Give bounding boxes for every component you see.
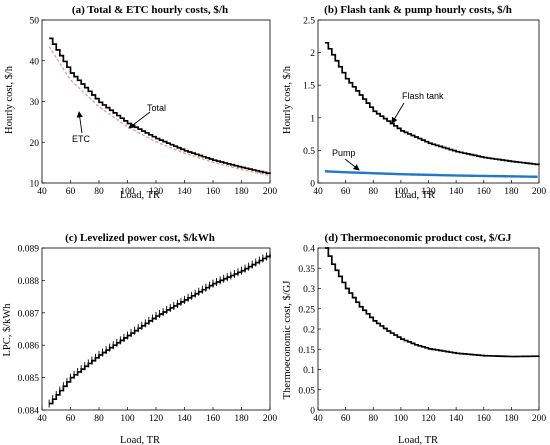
panel-c-x-tick-label: 80 [94,414,104,424]
panel-b-y-tick-label: 1 [310,114,315,124]
panel-c-y-tick-label: 0.085 [18,374,40,384]
panel-c-y-tick-label: 0.088 [18,277,40,287]
panel-d-y-tick-label: 0.4 [303,245,315,255]
panel-b-x-tick-label: 80 [369,187,379,197]
panel-a-y-tick-label: 10 [30,180,40,190]
panel-c-xlabel: Load, TR [120,435,160,445]
panel-c-x-tick-label: 120 [149,414,164,424]
panel-d-x-tick-label: 140 [449,414,464,424]
panel-d-y-tick-label: 0.15 [298,346,315,356]
panel-c-title: (c) Levelized power cost, $/kWh [65,232,215,244]
panel-b-series-pump-line [324,170,538,178]
panel-d-x-tick-label: 80 [369,414,379,424]
panel-b-arrow-pump [344,158,360,171]
panel-b-x-tick-label: 200 [532,187,547,197]
panel-a: (a) Total & ETC hourly costs, $/h Load, … [4,4,277,201]
panel-d-y-tick-label: 0.1 [303,366,315,376]
panel-b: (b) Flash tank & pump hourly costs, $/h … [282,4,546,201]
panel-b-x-tick-label: 160 [477,187,492,197]
panel-d-x-tick-label: 180 [504,414,519,424]
panel-c: (c) Levelized power cost, $/kWh Load, TR… [2,232,277,445]
panel-c-x-tick-label: 40 [37,414,47,424]
panel-a-annot-etc: ETC [72,134,91,144]
panel-c-plot-frame [41,247,271,411]
panel-a-x-tick-label: 160 [206,187,221,197]
panel-c-y-tick-label: 0.089 [18,245,40,255]
panel-b-y-tick-label: 2.5 [303,17,315,27]
panel-d-y-tick-label: 0.05 [298,386,315,396]
panel-d: (d) Thermoeconomic product cost, $/GJ Lo… [282,232,546,445]
panel-d-y-tick-label: 0.3 [303,285,315,295]
panel-b-x-tick-label: 140 [449,187,464,197]
panel-a-xlabel: Load, TR [120,190,160,201]
panel-b-y-tick-label: 2 [310,49,315,59]
panel-b-x-tick-label: 120 [421,187,436,197]
panel-a-y-tick-label: 20 [30,139,40,149]
panel-a-y-tick-label: 30 [30,98,40,108]
panel-b-plot-frame [317,19,540,184]
panel-b-annot-flash: Flash tank [402,91,444,101]
panel-b-title: (b) Flash tank & pump hourly costs, $/h [324,4,512,16]
panel-b-ylabel: Hourly cost, $/h [282,65,293,134]
panel-c-x-tick-label: 100 [120,414,135,424]
panel-d-x-tick-label: 60 [341,414,351,424]
panel-d-y-tick-label: 0.35 [298,265,315,275]
panel-a-y-tick-label: 40 [30,57,40,67]
panel-a-ylabel: Hourly cost, $/h [4,65,15,134]
panel-a-y-tick-label: 50 [30,17,40,27]
panel-b-x-tick-label: 100 [394,187,409,197]
panel-c-y-tick-label: 0.086 [18,342,40,352]
panel-a-series-etc-line [48,46,269,177]
panel-d-series-0-line [324,247,540,358]
panel-b-arrow-flash [391,102,405,124]
panel-d-x-tick-label: 200 [532,414,547,424]
panel-c-x-tick-label: 180 [234,414,249,424]
panel-d-plot-frame [317,247,540,411]
panel-a-arrow-total [128,111,151,129]
panel-d-x-tick-label: 40 [313,414,323,424]
panel-d-x-tick-label: 120 [421,414,436,424]
panel-a-arrow-etc [76,111,83,134]
panel-d-xlabel: Load, TR [398,435,438,445]
panel-c-y-tick-label: 0.084 [18,407,40,417]
panel-c-x-tick-label: 60 [66,414,76,424]
panel-c-x-tick-label: 140 [177,414,192,424]
panel-c-y-tick-label: 0.087 [18,309,40,319]
panel-b-xlabel: Load, TR [395,190,435,201]
panel-b-x-tick-label: 60 [341,187,351,197]
panel-d-title: (d) Thermoeconomic product cost, $/GJ [325,232,512,244]
panel-b-y-tick-label: 1.5 [303,82,315,92]
panel-a-series-total-line [49,37,271,175]
panel-d-x-tick-label: 160 [477,414,492,424]
panel-a-x-tick-label: 200 [263,187,278,197]
panel-a-x-tick-label: 120 [149,187,164,197]
panel-c-series-0-line [49,254,271,405]
panel-a-x-tick-label: 40 [37,187,47,197]
panel-c-x-tick-label: 200 [263,414,278,424]
panel-b-annot-pump: Pump [332,148,356,158]
panel-d-x-tick-label: 100 [394,414,409,424]
panel-d-y-tick-label: 0 [310,407,315,417]
panel-a-x-tick-label: 60 [66,187,76,197]
panel-c-ylabel: LPC, $/kWh [2,303,13,357]
panel-a-x-tick-label: 180 [234,187,249,197]
panel-d-y-tick-label: 0.2 [303,326,315,336]
panel-d-ylabel: Thermoeconomic cost, $/GJ [282,281,293,400]
panel-a-plot-frame [41,19,271,184]
panel-c-x-tick-label: 160 [206,414,221,424]
panel-a-title: (a) Total & ETC hourly costs, $/h [72,4,228,16]
panel-b-x-tick-label: 180 [504,187,519,197]
panel-a-x-tick-label: 80 [94,187,104,197]
panel-b-series-flash-tank-line [324,41,540,166]
panel-b-y-tick-label: 0 [310,180,315,190]
panel-b-x-tick-label: 40 [313,187,323,197]
panel-b-y-tick-label: 0.5 [303,147,315,157]
panel-a-x-tick-label: 100 [120,187,135,197]
panel-a-annot-total: Total [147,103,166,113]
panel-a-x-tick-label: 140 [177,187,192,197]
panel-d-y-tick-label: 0.25 [298,305,315,315]
